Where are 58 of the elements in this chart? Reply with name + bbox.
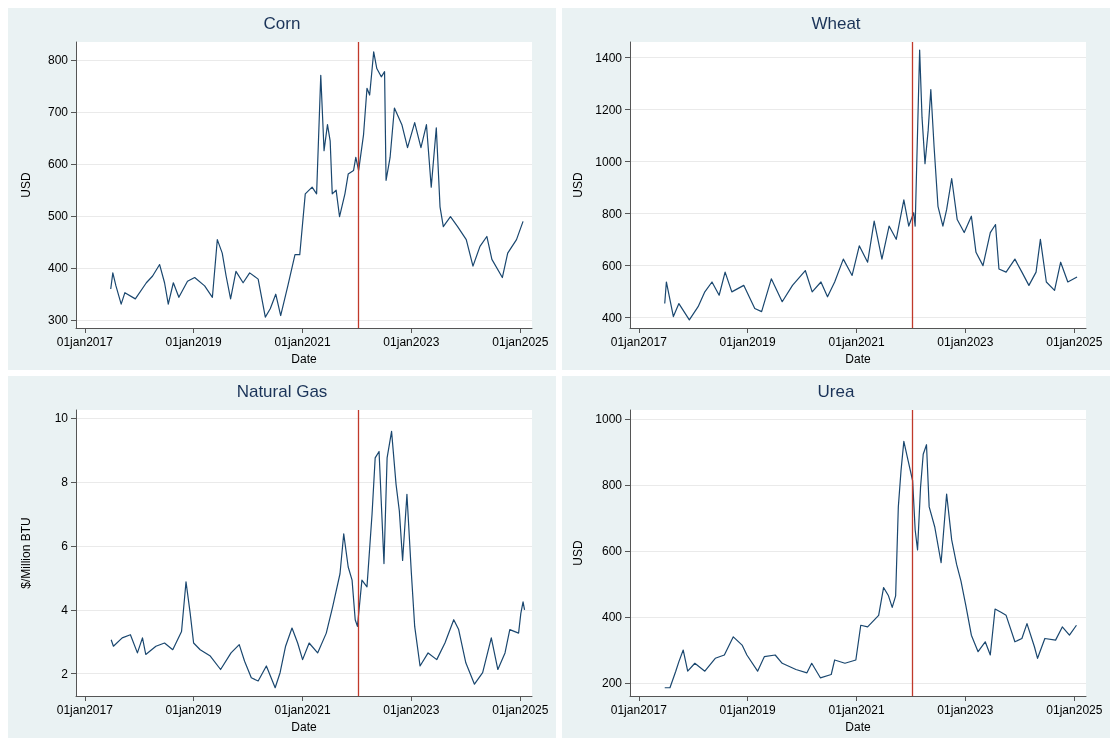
y-tick-label: 6: [61, 538, 69, 553]
x-axis-title: Date: [291, 719, 317, 734]
x-tick-label: 01jan2021: [274, 335, 331, 349]
y-tick-label: 4: [61, 602, 69, 617]
x-tick-label: 01jan2025: [492, 335, 549, 349]
y-tick-label: 1400: [595, 50, 623, 65]
x-tick-label: 01jan2023: [937, 335, 994, 349]
y-tick-label: 800: [601, 478, 623, 493]
x-axis-title: Date: [291, 351, 317, 366]
x-axis-title: Date: [845, 719, 871, 734]
y-tick-label: 200: [601, 676, 623, 691]
y-tick-label: 500: [47, 209, 69, 224]
x-tick-label: 01jan2017: [56, 335, 114, 349]
x-tick-label: 01jan2017: [610, 335, 668, 349]
y-axis-title: USD: [19, 172, 33, 198]
x-tick-label: 01jan2025: [1046, 703, 1103, 717]
y-tick-label: 10: [54, 411, 69, 426]
y-tick-label: 800: [47, 53, 69, 68]
y-axis-title: $/Million BTU: [19, 517, 33, 589]
x-tick-label: 01jan2019: [719, 703, 776, 717]
x-tick-label: 01jan2023: [383, 335, 440, 349]
x-tick-label: 01jan2019: [719, 335, 776, 349]
y-tick-label: 800: [601, 206, 623, 221]
x-tick-label: 01jan2023: [937, 703, 994, 717]
chart-title: Urea: [817, 382, 855, 401]
x-tick-label: 01jan2021: [828, 703, 885, 717]
y-tick-label: 600: [601, 544, 623, 559]
x-tick-label: 01jan2023: [383, 703, 440, 717]
y-tick-label: 8: [61, 475, 69, 490]
chart-title: Corn: [263, 14, 301, 33]
x-tick-label: 01jan2019: [165, 335, 222, 349]
line-series: [110, 51, 524, 318]
y-tick-label: 400: [601, 610, 623, 625]
y-tick-label: 300: [47, 313, 69, 328]
chart-title: Wheat: [811, 14, 861, 33]
y-tick-label: 2: [61, 666, 69, 681]
x-tick-label: 01jan2021: [828, 335, 885, 349]
x-tick-label: 01jan2017: [56, 703, 114, 717]
y-tick-label: 700: [47, 105, 69, 120]
y-tick-label: 1000: [595, 154, 623, 169]
x-tick-label: 01jan2025: [1046, 335, 1103, 349]
y-tick-label: 400: [601, 310, 623, 325]
y-axis-title: USD: [571, 172, 586, 198]
x-tick-label: 01jan2025: [492, 703, 549, 717]
y-tick-label: 400: [47, 261, 69, 276]
line-series: [110, 430, 526, 689]
x-axis-title: Date: [845, 351, 871, 366]
chart-title: Natural Gas: [236, 382, 328, 401]
line-series: [664, 49, 1078, 321]
x-tick-label: 01jan2017: [610, 703, 668, 717]
y-tick-label: 600: [601, 258, 623, 273]
y-axis-title: USD: [571, 540, 586, 566]
x-tick-label: 01jan2019: [165, 703, 222, 717]
y-tick-label: 1000: [595, 411, 623, 426]
line-series: [664, 440, 1078, 689]
x-tick-label: 01jan2021: [274, 703, 331, 717]
y-tick-label: 600: [47, 157, 69, 172]
y-tick-label: 1200: [595, 102, 623, 117]
